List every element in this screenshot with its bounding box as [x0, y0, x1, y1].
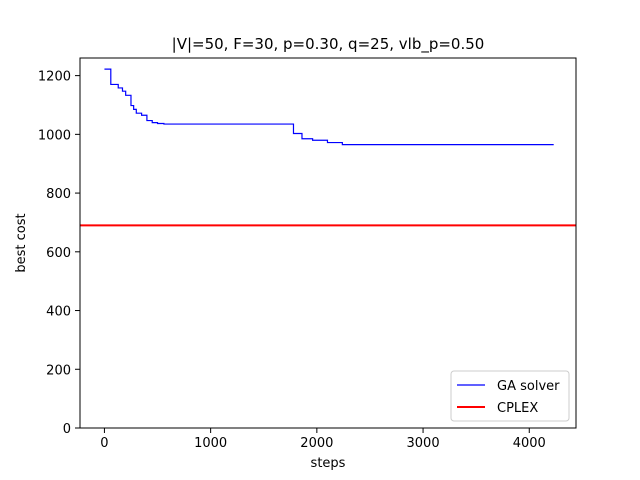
x-tick-label: 2000: [300, 436, 333, 451]
legend-label-cplex: CPLEX: [497, 401, 538, 416]
y-tick-label: 1200: [38, 70, 71, 85]
x-axis-label: steps: [311, 456, 346, 471]
y-tick-label: 400: [46, 305, 71, 320]
y-tick-label: 1000: [38, 128, 71, 143]
x-tick-label: 3000: [407, 436, 440, 451]
legend-label-ga-solver: GA solver: [497, 379, 560, 394]
series-line-ga-solver: [104, 68, 554, 146]
legend: GA solver CPLEX: [450, 370, 570, 422]
legend-box: [450, 370, 570, 422]
x-tick-label: 1000: [194, 436, 227, 451]
plot-content: [80, 68, 576, 227]
y-axis-ticks: 0 200 400 600 800 1000 1200: [38, 70, 80, 437]
y-tick-label: 800: [46, 187, 71, 202]
plot-frame: [79, 57, 577, 429]
y-axis-label: best cost: [14, 213, 29, 272]
x-axis-ticks: 0 1000 2000 3000 4000: [100, 428, 546, 451]
chart-title: |V|=50, F=30, p=0.30, q=25, vlb_p=0.50: [172, 35, 485, 54]
x-tick-label: 4000: [513, 436, 546, 451]
y-tick-label: 0: [63, 422, 71, 437]
y-tick-label: 200: [46, 363, 71, 378]
y-tick-label: 600: [46, 246, 71, 261]
x-tick-label: 0: [100, 436, 108, 451]
